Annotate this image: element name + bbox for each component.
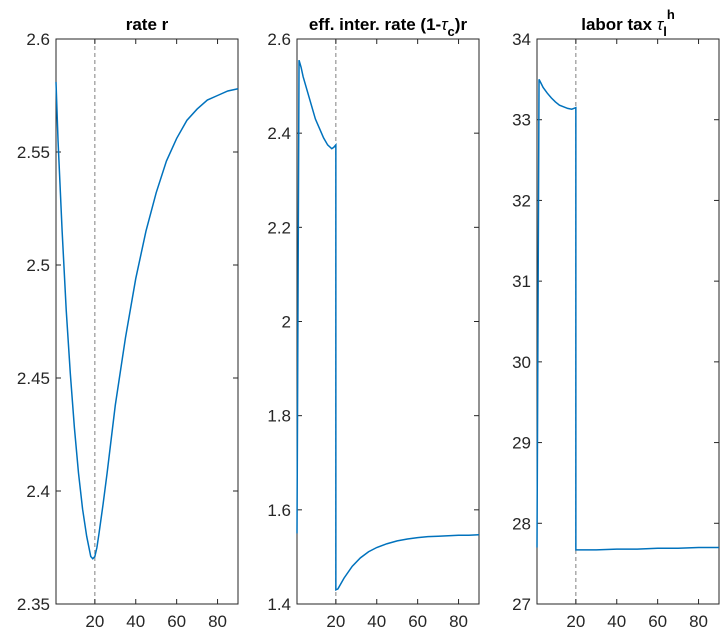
y-tick-label: 2.45 [17, 369, 50, 388]
x-tick-label: 20 [566, 612, 585, 631]
axes-box [55, 38, 239, 605]
y-tick-label: 31 [512, 272, 531, 291]
x-tick-label: 60 [167, 612, 186, 631]
y-tick-label: 1.8 [267, 407, 291, 426]
x-tick-label: 40 [126, 612, 145, 631]
y-tick-label: 1.4 [267, 595, 291, 614]
y-tick-label: 29 [512, 434, 531, 453]
x-tick-label: 80 [449, 612, 468, 631]
y-tick-label: 2.2 [267, 218, 291, 237]
y-tick-label: 27 [512, 595, 531, 614]
y-tick-label: 2.5 [26, 256, 50, 275]
axes-box [536, 38, 720, 605]
subplot-3: 27 28 29 30 31 32 33 34 20 40 60 80 labor tax τlh [512, 7, 720, 631]
series-line [536, 79, 719, 551]
y-tick-label: 34 [512, 30, 531, 49]
x-tick-label: 20 [85, 612, 104, 631]
subplot-2: 1.4 1.6 1.8 2 2.2 2.4 2.6 20 40 60 80 eff. inter. r… [267, 15, 480, 631]
panel-title: eff. inter. rate (1-τc)r [309, 15, 468, 39]
y-tick-label: 2.4 [26, 482, 50, 501]
y-tick-label: 32 [512, 191, 531, 210]
subplot-1: 2.35 2.4 2.45 2.5 2.55 2.6 20 40 60 80 rate r [17, 15, 239, 631]
y-tick-label: 28 [512, 514, 531, 533]
x-tick-label: 20 [326, 612, 345, 631]
x-tick-label: 80 [208, 612, 227, 631]
y-tick-label: 2 [282, 313, 291, 332]
panel-title: labor tax τlh [581, 7, 675, 39]
x-tick-label: 80 [689, 612, 708, 631]
y-tick-label: 30 [512, 353, 531, 372]
series-line [55, 81, 239, 560]
panel-title: rate r [126, 15, 169, 34]
y-tick-label: 2.4 [267, 124, 291, 143]
y-tick-label: 2.6 [267, 30, 291, 49]
x-tick-label: 60 [648, 612, 667, 631]
y-tick-label: 33 [512, 111, 531, 130]
x-tick-label: 40 [367, 612, 386, 631]
y-tick-label: 2.35 [17, 595, 50, 614]
y-tick-label: 2.6 [26, 30, 50, 49]
x-tick-label: 40 [607, 612, 626, 631]
y-tick-label: 2.55 [17, 143, 50, 162]
y-tick-label: 1.6 [267, 501, 291, 520]
x-tick-label: 60 [408, 612, 427, 631]
series-line [296, 59, 480, 592]
